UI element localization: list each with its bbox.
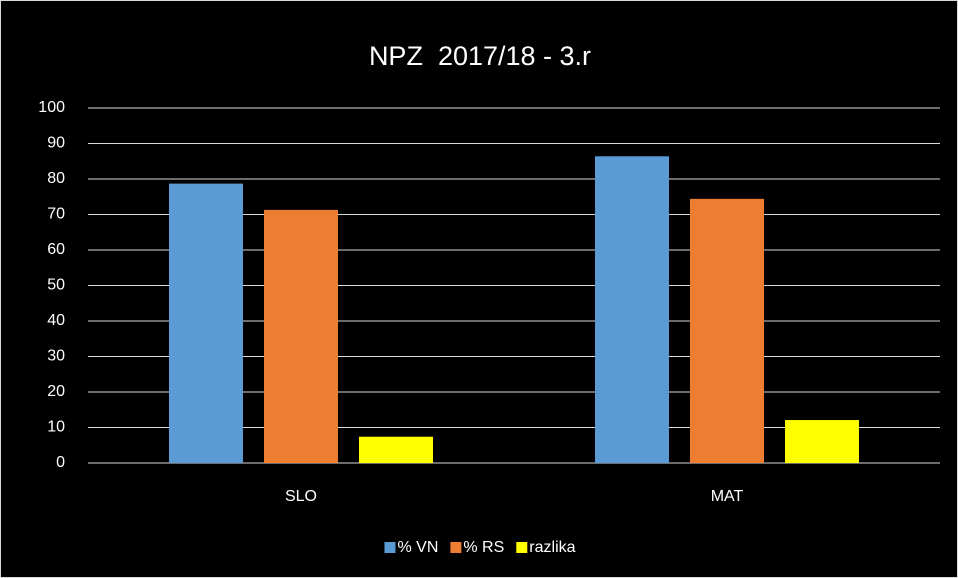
legend-label: % RS: [463, 539, 504, 556]
bar: [264, 209, 338, 463]
x-tick-label: SLO: [285, 488, 317, 505]
y-tick-label: 80: [47, 170, 65, 187]
x-tick-label: MAT: [711, 488, 744, 505]
y-tick-label: 100: [38, 99, 65, 116]
chart-title: NPZ 2017/18 - 3.r: [369, 41, 591, 71]
bar: [785, 420, 859, 463]
y-tick-label: 20: [47, 383, 65, 400]
y-tick-label: 40: [47, 312, 65, 329]
y-tick-label: 70: [47, 206, 65, 223]
bar: [169, 183, 243, 464]
y-tick-label: 60: [47, 241, 65, 258]
y-tick-label: 10: [47, 419, 65, 436]
legend-label: razlika: [529, 539, 575, 556]
legend-swatch: [450, 542, 462, 553]
bar: [359, 436, 433, 463]
bar: [595, 156, 669, 463]
y-tick-label: 50: [47, 277, 65, 294]
legend-swatch: [384, 542, 396, 553]
y-tick-label: 30: [47, 348, 65, 365]
legend-swatch: [516, 542, 528, 553]
y-tick-label: 90: [47, 135, 65, 152]
bar: [690, 198, 764, 463]
legend-label: % VN: [397, 539, 438, 556]
y-tick-label: 0: [56, 454, 65, 471]
